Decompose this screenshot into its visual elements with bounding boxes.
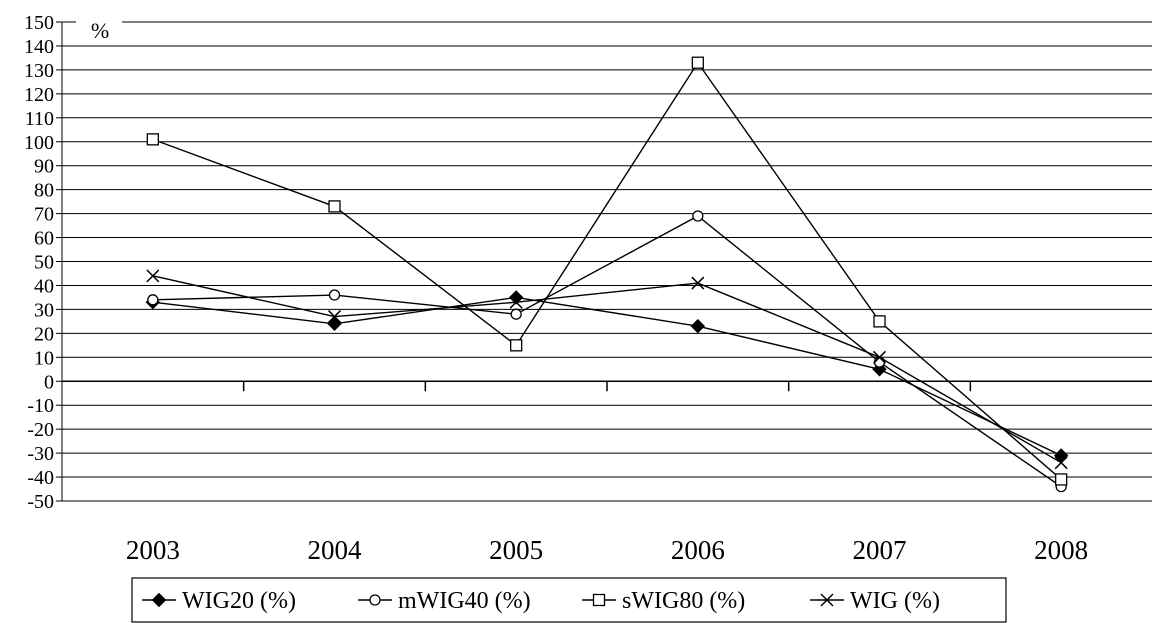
series-lines <box>145 56 1069 493</box>
unit-label-background <box>76 14 122 42</box>
point-marker-diamond <box>327 316 342 331</box>
y-tick-label: 70 <box>34 204 54 226</box>
y-tick-label: 150 <box>24 12 54 34</box>
point-marker-square <box>1055 473 1068 486</box>
x-tick-label: 2007 <box>853 535 907 565</box>
point-marker-square <box>592 593 606 607</box>
y-tick-label: 110 <box>25 108 54 130</box>
y-tick-label: -40 <box>27 467 54 489</box>
y-tick-label: 20 <box>34 323 54 345</box>
series-line <box>152 296 1062 457</box>
legend-label: sWIG80 (%) <box>622 588 745 614</box>
legend-box <box>131 577 1007 623</box>
point-marker-circle <box>510 308 522 320</box>
y-tick-label: 100 <box>24 132 54 154</box>
point-marker-circle <box>692 210 704 222</box>
point-marker-diamond <box>690 318 706 334</box>
point-marker-square <box>146 133 159 146</box>
legend-label: WIG20 (%) <box>182 588 296 614</box>
y-tick-label: 90 <box>34 156 54 178</box>
y-tick-label: 10 <box>34 347 54 369</box>
y-tick-label: 140 <box>24 36 54 58</box>
legend-item: WIG (%) <box>810 588 940 614</box>
x-tick-label: 2004 <box>308 535 363 565</box>
series-line <box>152 275 1062 464</box>
series-2 <box>147 210 1067 493</box>
x-tick-label: 2005 <box>489 535 543 565</box>
y-tick-label: 40 <box>34 275 54 297</box>
y-tick-label: 80 <box>34 180 54 202</box>
point-marker-x-stroke <box>327 310 342 324</box>
x-tick-label: 2008 <box>1034 535 1088 565</box>
point-marker-x-stroke <box>820 593 834 607</box>
point-marker-diamond <box>508 290 524 305</box>
point-marker-circle <box>147 294 159 306</box>
y-tick-label: 50 <box>34 252 54 274</box>
y-tick-label: 60 <box>34 228 54 250</box>
series-line <box>152 215 1062 488</box>
point-marker-x-stroke <box>1054 456 1068 470</box>
point-marker-x-stroke <box>146 269 160 283</box>
point-marker-circle <box>328 289 341 301</box>
y-unit-label: % <box>91 18 109 43</box>
legend-label: mWIG40 (%) <box>398 588 531 614</box>
point-marker-square <box>328 200 341 213</box>
point-marker-x-stroke <box>872 350 887 364</box>
legend-label: WIG (%) <box>850 588 940 614</box>
y-tick-label: 120 <box>24 84 54 106</box>
x-tick-label: 2006 <box>671 535 725 565</box>
axes: 1501401301201101009080706050403020100-10… <box>24 12 1152 565</box>
point-marker-square <box>873 315 886 328</box>
legend-item: mWIG40 (%) <box>358 588 531 614</box>
legend-item: WIG20 (%) <box>142 588 296 614</box>
y-tick-label: -50 <box>27 491 54 513</box>
series-1 <box>145 290 1069 463</box>
legend: WIG20 (%) mWIG40 (%) sWIG80 (%) WIG (%) <box>131 577 1007 623</box>
y-tick-label: -30 <box>27 443 54 465</box>
y-tick-label: -10 <box>27 395 54 417</box>
series-line <box>152 61 1062 480</box>
y-tick-label: 30 <box>34 299 54 321</box>
series-3 <box>146 56 1068 486</box>
gridlines <box>62 21 1152 502</box>
y-tick-label: 130 <box>24 60 54 82</box>
y-tick-label: 0 <box>44 371 54 393</box>
series-4 <box>146 269 1068 470</box>
point-marker-square <box>691 56 704 69</box>
y-tick-label: -20 <box>27 419 54 441</box>
point-marker-x-stroke <box>691 276 705 290</box>
point-marker-x-stroke <box>509 295 523 309</box>
x-tick-label: 2003 <box>126 535 180 565</box>
legend-item: sWIG80 (%) <box>582 588 745 614</box>
point-marker-diamond <box>151 592 167 608</box>
point-marker-square <box>510 339 523 352</box>
point-marker-circle <box>369 594 381 606</box>
